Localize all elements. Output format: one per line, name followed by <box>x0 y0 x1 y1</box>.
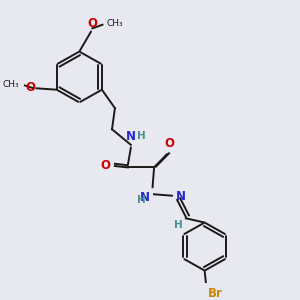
Text: CH₃: CH₃ <box>107 20 124 28</box>
Text: O: O <box>87 17 98 30</box>
Text: N: N <box>126 130 136 143</box>
Text: O: O <box>25 81 35 94</box>
Text: H: H <box>136 195 145 205</box>
Text: O: O <box>164 137 174 151</box>
Text: Br: Br <box>208 287 222 300</box>
Text: H: H <box>137 131 146 141</box>
Text: N: N <box>140 190 150 204</box>
Text: O: O <box>100 159 111 172</box>
Text: H: H <box>174 220 183 230</box>
Text: N: N <box>176 190 186 203</box>
Text: CH₃: CH₃ <box>2 80 19 89</box>
